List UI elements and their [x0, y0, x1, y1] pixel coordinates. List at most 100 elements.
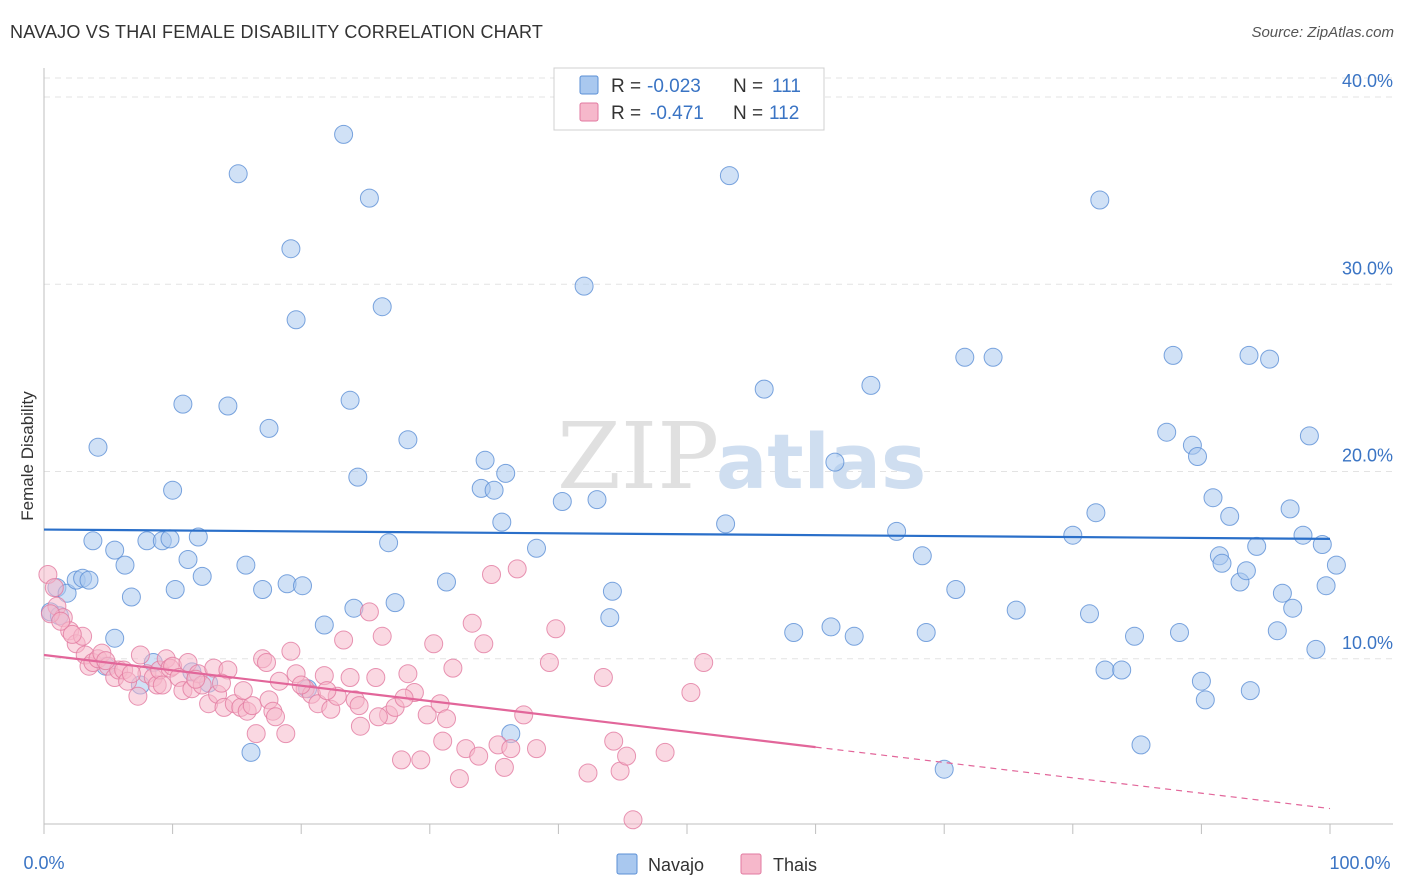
thais-point [546, 619, 566, 639]
navajo-point [83, 531, 103, 551]
navajo-point [178, 550, 198, 569]
thais-point [246, 724, 266, 744]
watermark-zip: ZIP [557, 403, 719, 510]
navajo-point [437, 572, 456, 592]
navajo-point [1191, 671, 1211, 691]
navajo-point [1170, 623, 1189, 642]
navajo-point [1163, 345, 1183, 365]
navajo-point [281, 239, 301, 259]
navajo-point [784, 623, 804, 642]
navajo-point [1326, 555, 1346, 575]
thais-point [368, 707, 388, 727]
navajo-point [955, 347, 975, 367]
thais-point [398, 664, 418, 684]
thais-point [44, 578, 64, 598]
navajo-point [1236, 561, 1256, 581]
legend-r-value-thais: -0.471 [650, 103, 704, 124]
navajo-point [1080, 604, 1099, 624]
navajo-point [314, 615, 334, 635]
navajo-point [165, 580, 185, 599]
legend-n-value-navajo: 111 [772, 76, 801, 97]
thais-point [655, 742, 675, 762]
navajo-point [1267, 621, 1287, 641]
navajo-point [1086, 503, 1106, 523]
thais-point [257, 653, 276, 672]
navajo-point [602, 581, 622, 601]
navajo-point [1006, 600, 1026, 620]
series-legend-label-thais: Thais [773, 855, 817, 875]
navajo-point [372, 297, 392, 317]
thais-point [449, 769, 469, 789]
navajo-point [348, 467, 368, 487]
navajo-point [1131, 735, 1151, 755]
thais-point [469, 746, 489, 766]
navajo-point [1203, 488, 1223, 508]
thais-point [514, 705, 534, 725]
thais-point [128, 686, 148, 706]
x-tick-label-max: 100.0% [1329, 853, 1390, 873]
series-legend: Navajo Thais [616, 853, 817, 875]
navajo-point [115, 555, 135, 575]
thais-point [443, 658, 463, 678]
thais-point [617, 746, 637, 766]
thais-point [276, 724, 296, 744]
navajo-point [1063, 525, 1083, 545]
navajo-point [1112, 660, 1132, 680]
navajo-point [160, 529, 180, 549]
thais-point [424, 634, 444, 654]
series-legend-label-navajo: Navajo [648, 855, 704, 875]
navajo-point [1239, 345, 1259, 365]
navajo-point [825, 452, 845, 472]
legend-r-label-thais: R = [611, 103, 641, 124]
thais-point [130, 645, 150, 665]
y-tick-label: 30.0% [1342, 258, 1393, 278]
thais-point [186, 669, 206, 689]
x-tick-label-min: 0.0% [23, 853, 64, 873]
thais-point [539, 653, 559, 672]
thais-point [62, 624, 82, 644]
navajo-point [1293, 525, 1313, 545]
navajo-point [983, 347, 1003, 367]
navajo-point [1283, 598, 1303, 618]
navajo-point [1212, 553, 1232, 573]
legend-swatch-navajo [579, 75, 599, 95]
thais-point [681, 683, 701, 702]
y-tick-label: 10.0% [1342, 633, 1393, 653]
navajo-point [1247, 536, 1267, 556]
thais-point [527, 739, 546, 759]
navajo-point [861, 375, 881, 395]
navajo-point [716, 514, 736, 534]
navajo-point [385, 593, 405, 613]
navajo-point [1312, 535, 1332, 554]
navajo-point [228, 164, 248, 184]
navajo-point [218, 396, 238, 416]
navajo-point [1125, 626, 1144, 646]
y-tick-labels: 10.0% 20.0% 30.0% 40.0% [1342, 71, 1393, 653]
thais-point [433, 731, 453, 751]
navajo-point [552, 492, 572, 511]
navajo-point [821, 617, 841, 637]
navajo-point [188, 527, 208, 547]
series-legend-swatch-thais [740, 853, 762, 875]
navajo-point [236, 555, 256, 575]
navajo-point [934, 759, 954, 779]
navajo-point [496, 463, 516, 483]
thais-point [212, 673, 231, 693]
navajo-point [754, 379, 774, 399]
navajo-point [1280, 499, 1300, 519]
navajo-point [253, 580, 273, 599]
thais-point [494, 757, 514, 777]
thais-point [121, 664, 141, 684]
navajo-point [1240, 681, 1260, 701]
navajo-point [241, 742, 261, 762]
navajo-point [340, 390, 360, 410]
thais-point [266, 707, 285, 727]
axis-layer [43, 68, 1393, 825]
navajo-point [334, 124, 354, 144]
thais-point [350, 716, 370, 736]
thais-point [501, 739, 521, 759]
thais-point [366, 668, 386, 687]
grid-layer [43, 77, 1393, 834]
thais-point [242, 696, 262, 716]
chart-title: NAVAJO VS THAI FEMALE DISABILITY CORRELA… [10, 22, 544, 42]
